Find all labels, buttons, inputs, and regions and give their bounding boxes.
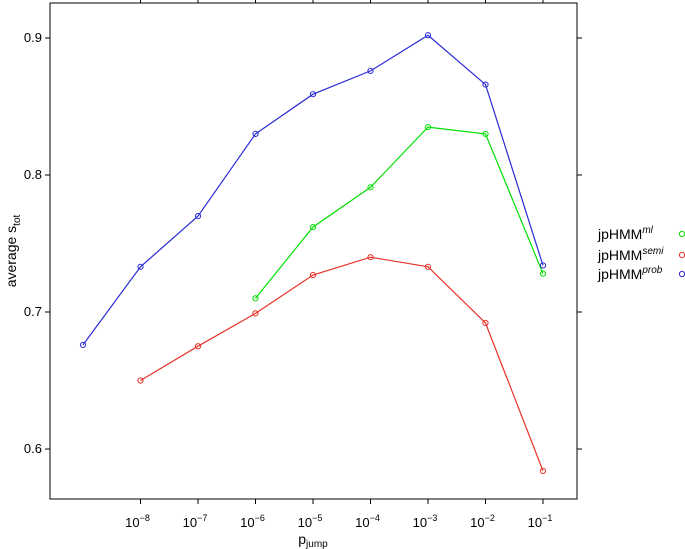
x-axis-title: pjump: [298, 531, 328, 549]
x-tick-label-base: 10: [470, 515, 484, 530]
x-tick-label: 10−8: [125, 513, 150, 530]
x-tick-label-base: 10: [413, 515, 427, 530]
legend-label-base: jpHMM: [597, 266, 642, 282]
legend-marker: [678, 251, 685, 259]
x-tick-label: 10−7: [183, 513, 208, 530]
x-tick-label-base: 10: [528, 515, 542, 530]
series-line: [82, 34, 544, 346]
x-tick-label-base: 10: [240, 515, 254, 530]
series-line: [255, 126, 544, 299]
x-tick-label-exponent: −8: [140, 513, 150, 523]
data-point: [309, 223, 317, 231]
legend-label: jpHMMsemi: [597, 246, 664, 263]
data-point: [79, 341, 87, 348]
y-tick-label: 0.8: [24, 167, 42, 182]
x-tick-label-exponent: −3: [427, 513, 437, 523]
x-tick-label-exponent: −2: [485, 513, 495, 523]
y-axis-title-sub: tot: [12, 214, 23, 225]
legend-label: jpHMMml: [597, 225, 654, 242]
data-point: [424, 123, 432, 131]
data-point: [309, 271, 317, 279]
legend-label: jpHMMprob: [597, 265, 663, 282]
legend-label-superscript: ml: [642, 225, 653, 236]
x-tick-label-exponent: −1: [542, 513, 552, 523]
x-tick-label: 10−1: [528, 513, 553, 530]
legend-label-base: jpHMM: [597, 247, 642, 263]
data-point: [482, 319, 489, 327]
y-axis: 0.6 0.7 0.8 0.9: [24, 30, 582, 456]
data-point: [137, 377, 144, 384]
y-tick-label: 0.9: [24, 30, 42, 45]
data-point: [194, 213, 202, 220]
plot-frame: [49, 2, 578, 500]
x-tick-label-exponent: −4: [370, 513, 380, 523]
data-point: [252, 130, 259, 137]
x-tick-label: 10−6: [240, 513, 265, 530]
x-tick-label-base: 10: [183, 515, 197, 530]
x-tick-label: 10−4: [355, 513, 380, 530]
series-line: [140, 256, 544, 472]
x-axis-title-sub: jump: [305, 539, 328, 549]
data-point: [539, 467, 547, 475]
data-point: [539, 270, 547, 277]
series-prob: [79, 32, 547, 348]
data-point: [252, 310, 259, 317]
x-tick-label-base: 10: [125, 515, 139, 530]
x-tick-label-base: 10: [298, 515, 312, 530]
data-point: [194, 343, 202, 350]
data-point: [482, 130, 489, 137]
data-point: [539, 262, 547, 269]
x-tick-label: 10−3: [413, 513, 438, 530]
data-point: [367, 254, 374, 261]
data-point: [252, 295, 259, 302]
data-point: [367, 184, 374, 191]
data-point: [137, 263, 144, 270]
data-point: [424, 32, 432, 39]
legend-label-superscript: semi: [642, 246, 664, 257]
y-axis-title-main: average s: [3, 226, 19, 287]
x-tick-label-exponent: −7: [197, 513, 207, 523]
data-point: [367, 67, 374, 74]
legend-marker: [678, 230, 685, 238]
series-ml: [252, 123, 547, 302]
legend-marker: [678, 270, 685, 278]
x-tick-label: 10−2: [470, 513, 495, 530]
legend-label-superscript: prob: [641, 265, 662, 276]
x-axis-title-main: p: [298, 531, 306, 547]
x-tick-label-exponent: −6: [255, 513, 265, 523]
x-tick-label-exponent: −5: [312, 513, 322, 523]
data-point: [424, 263, 432, 270]
data-point: [309, 91, 317, 98]
y-axis-title: average stot: [3, 214, 23, 287]
x-axis: 10−8 10−7 10−6 10−5 10−4 10−3 10−2 10−1: [125, 0, 552, 530]
x-tick-label-base: 10: [355, 515, 369, 530]
series-layer: [79, 32, 547, 475]
legend-label-base: jpHMM: [597, 226, 642, 242]
data-point: [482, 81, 489, 88]
x-tick-label: 10−5: [298, 513, 323, 530]
y-tick-label: 0.6: [24, 441, 42, 456]
series-semi: [137, 254, 547, 475]
y-tick-label: 0.7: [24, 304, 42, 319]
